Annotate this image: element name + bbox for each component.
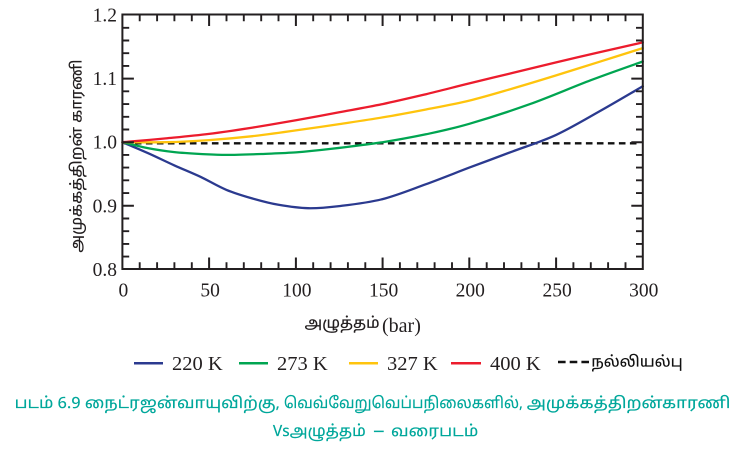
svg-text:300: 300 — [629, 281, 658, 302]
svg-text:100: 100 — [282, 281, 311, 302]
svg-text:0.9: 0.9 — [93, 196, 117, 217]
svg-text:200: 200 — [456, 281, 485, 302]
svg-text:0.8: 0.8 — [93, 260, 117, 281]
svg-text:0: 0 — [119, 281, 129, 302]
svg-text:273 K: 273 K — [277, 353, 328, 375]
svg-text:220 K: 220 K — [172, 353, 223, 375]
svg-text:(bar): (bar) — [382, 315, 421, 337]
svg-text:1.2: 1.2 — [93, 6, 117, 27]
svg-text:250: 250 — [542, 281, 571, 302]
svg-text:400 K: 400 K — [490, 353, 541, 375]
svg-text:327 K: 327 K — [387, 353, 438, 375]
svg-text:1.0: 1.0 — [93, 133, 117, 154]
svg-text:1.1: 1.1 — [93, 69, 117, 90]
svg-text:150: 150 — [369, 281, 398, 302]
svg-text:50: 50 — [200, 281, 220, 302]
